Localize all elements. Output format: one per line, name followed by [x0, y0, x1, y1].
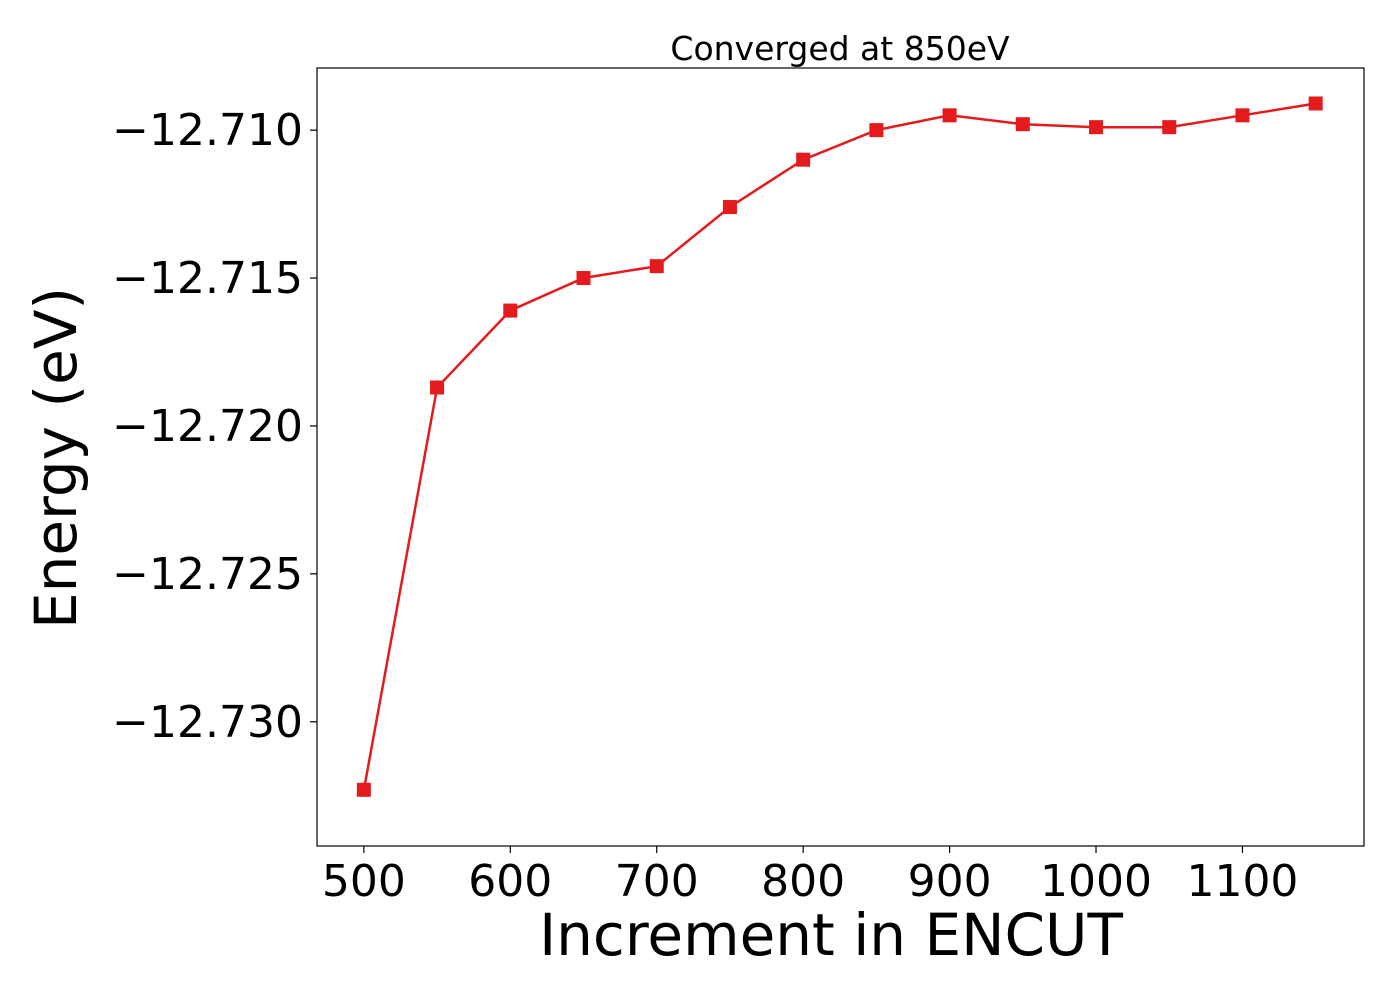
data-point: [1308, 96, 1323, 111]
x-tick-label: 1100: [1186, 856, 1298, 907]
y-tick-label: −12.710: [112, 105, 303, 156]
y-axis-title: Energy (eV): [22, 287, 90, 629]
data-point: [796, 152, 811, 167]
y-axis-ticks: −12.710 −12.715 −12.720 −12.725 −12.730: [112, 105, 317, 748]
x-axis-ticks: 500 600 700 800 900 1000 1100: [322, 846, 1298, 907]
data-point: [722, 200, 737, 215]
y-tick-label: −12.725: [112, 549, 303, 600]
x-tick-label: 700: [615, 856, 699, 907]
data-point: [1089, 120, 1104, 135]
data-point: [649, 259, 664, 274]
series-line: [362, 102, 1316, 791]
plot-area: [316, 67, 1365, 847]
x-tick-label: 500: [322, 856, 406, 907]
data-point: [430, 380, 445, 395]
x-tick-label: 1000: [1040, 856, 1152, 907]
data-point: [356, 782, 371, 797]
y-tick-label: −12.730: [112, 697, 303, 748]
data-point: [1162, 120, 1177, 135]
x-tick-label: 600: [468, 856, 552, 907]
data-point: [503, 303, 518, 318]
x-axis-title: Increment in ENCUT: [539, 901, 1123, 969]
data-point: [1015, 117, 1030, 132]
x-tick-label: 900: [908, 856, 992, 907]
data-point: [869, 123, 884, 138]
y-tick-label: −12.720: [112, 401, 303, 452]
data-point: [942, 108, 957, 123]
data-point: [1235, 108, 1250, 123]
y-tick-label: −12.715: [112, 253, 303, 304]
plot-frame: [316, 67, 1365, 847]
chart-title: Converged at 850eV: [670, 29, 1010, 68]
series-layer: [356, 96, 1323, 797]
data-point: [576, 271, 591, 286]
x-tick-label: 800: [761, 856, 845, 907]
